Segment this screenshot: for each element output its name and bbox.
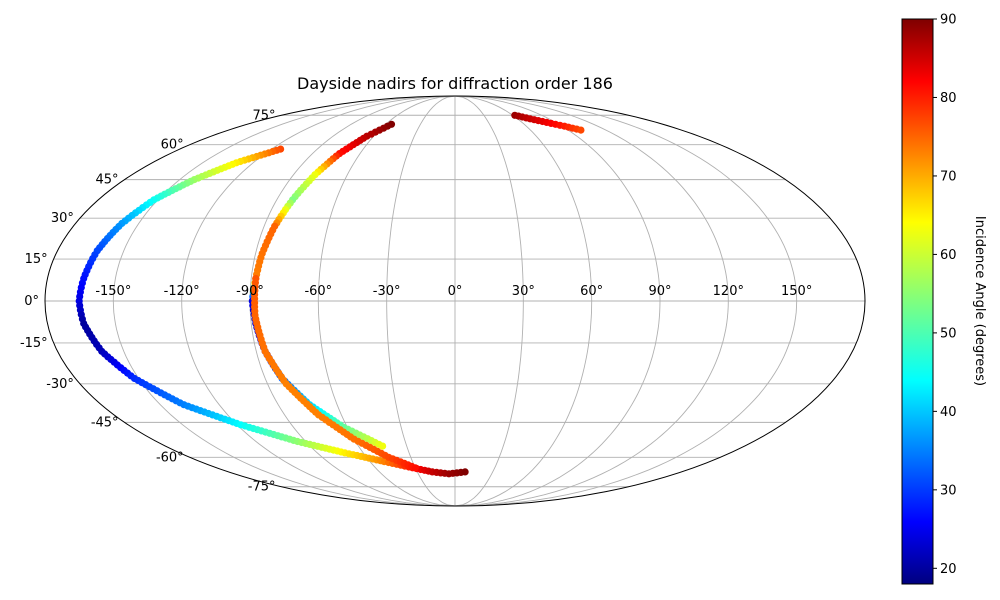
longitude-tick-label: -90°	[236, 284, 264, 299]
colorbar	[901, 18, 934, 585]
map-boundary	[44, 95, 866, 507]
latitude-tick-label: -60°	[156, 450, 184, 465]
colorbar-label: Incidence Angle (degrees)	[972, 216, 987, 386]
longitude-tick-label: 0°	[448, 284, 463, 299]
colorbar-tick-label: 70	[940, 169, 957, 184]
latitude-tick-label: 60°	[161, 138, 184, 153]
latitude-tick-label: 15°	[25, 252, 48, 267]
longitude-tick-label: -150°	[95, 284, 131, 299]
latitude-tick-label: -45°	[91, 415, 119, 430]
nadir-point	[461, 468, 469, 476]
chart-title: Dayside nadirs for diffraction order 186	[297, 74, 613, 93]
latitude-tick-label: -75°	[248, 480, 276, 495]
latitude-tick-label: 75°	[252, 108, 275, 123]
latitude-tick-label: -15°	[20, 336, 48, 351]
latitude-tick-labels: 75° 60° 45° 30° 15° 0° -15° -30° -45° -60° -75°	[20, 108, 276, 494]
colorbar-ticks: 20 30 40 50 60 70 80 90	[933, 13, 957, 577]
colorbar-tick-label: 50	[940, 326, 957, 341]
colorbar-tick-label: 80	[940, 91, 957, 106]
longitude-tick-label: -60°	[304, 284, 332, 299]
nadir-point	[379, 442, 387, 450]
colorbar-tick-label: 30	[940, 483, 957, 498]
longitude-tick-label: -120°	[164, 284, 200, 299]
latitude-tick-label: 0°	[24, 294, 39, 309]
colorbar-tick-label: 40	[940, 405, 957, 420]
longitude-tick-label: -30°	[373, 284, 401, 299]
nadir-point	[411, 464, 419, 472]
latitude-tick-label: -30°	[46, 377, 74, 392]
latitude-tick-label: 30°	[51, 211, 74, 226]
latitude-tick-label: 45°	[96, 173, 119, 188]
graticule-grid	[45, 95, 865, 507]
colorbar-tick-label: 90	[940, 13, 957, 28]
longitude-tick-label: 150°	[781, 284, 812, 299]
longitude-tick-label: 120°	[713, 284, 744, 299]
longitude-tick-label: 30°	[512, 284, 535, 299]
nadir-point	[577, 126, 585, 134]
longitude-tick-label: 60°	[580, 284, 603, 299]
longitude-tick-labels: -150° -120° -90° -60° -30° 0° 30° 60° 90° 120° 150…	[95, 284, 812, 299]
nadir-points	[75, 111, 585, 478]
longitude-tick-label: 90°	[648, 284, 671, 299]
colorbar-tick-label: 20	[940, 562, 957, 577]
colorbar-tick-label: 60	[940, 248, 957, 263]
